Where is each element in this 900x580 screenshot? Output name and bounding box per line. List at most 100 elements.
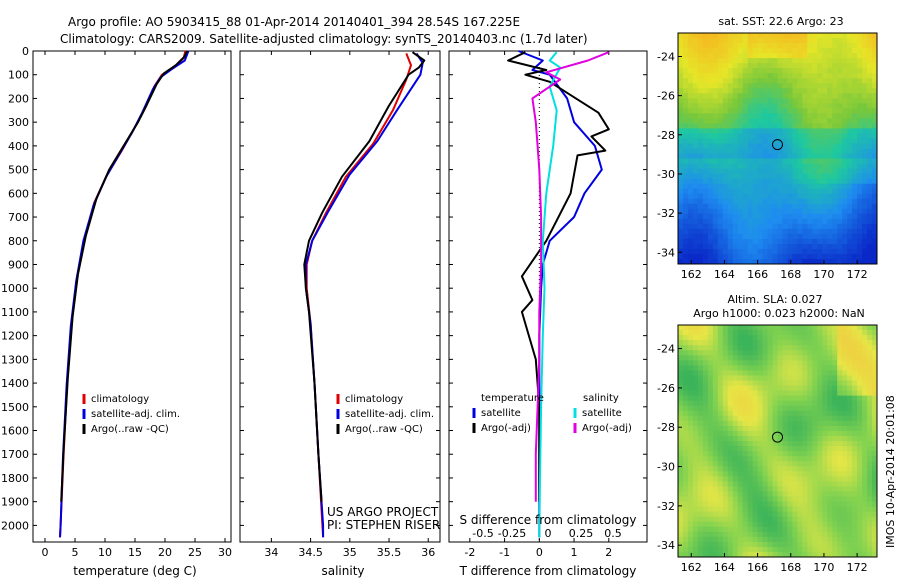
sla_map-cell (827, 435, 833, 442)
sst_map-cell (687, 143, 694, 150)
sst_map-cell (867, 178, 873, 185)
sst_map-cell (682, 193, 689, 200)
sla_map-xtick-label: 172 (847, 561, 868, 574)
sst_map-cell (707, 193, 714, 200)
sst_map-cell (857, 33, 863, 39)
sla_map-cell (722, 541, 729, 548)
sst_map-cell (742, 53, 749, 59)
sst_map-cell (852, 188, 858, 195)
sla_map-cell (687, 451, 694, 457)
sst_map-cell (862, 33, 868, 39)
sla_map-cell (802, 521, 808, 528)
sst_map-cell (782, 53, 789, 59)
sla_map-cell (692, 536, 699, 543)
sla_map-cell (862, 496, 868, 503)
sla_map-cell (678, 325, 684, 331)
sla_map-cell (722, 516, 729, 523)
sst_map-cell (772, 138, 779, 145)
sla_map-cell (712, 526, 719, 533)
sst_map-cell (697, 128, 704, 135)
sla_map-cell (737, 536, 744, 543)
sst_map-cell (692, 83, 699, 89)
sst_map-cell (872, 78, 877, 84)
sst_map-cell (857, 213, 863, 220)
sst_map-cell (837, 133, 843, 140)
sst_map-cell (767, 88, 774, 94)
sst_map-cell (697, 53, 704, 59)
sst_map-cell (787, 198, 794, 205)
sst_map-cell (687, 258, 694, 264)
sst_map-cell (767, 168, 774, 175)
sla_map-cell (872, 425, 877, 432)
sst_map-cell (692, 218, 699, 225)
sst_map-cell (732, 73, 739, 79)
sla_map-cell (757, 325, 764, 331)
sla_map-cell (827, 541, 833, 548)
salinity-xtick-label: 34 (264, 546, 278, 559)
sst_map-cell (722, 118, 729, 124)
sst_map-cell (807, 208, 813, 215)
sst_map-cell (732, 113, 739, 119)
sst_map-cell (732, 228, 739, 235)
sst_map-cell (872, 143, 877, 150)
sla_map-cell (692, 461, 699, 467)
sla_map-cell (737, 531, 744, 538)
sst_map-cell (777, 43, 784, 49)
sla_map-cell (847, 536, 853, 543)
sst_map-cell (722, 58, 729, 64)
sst_map-cell (772, 73, 779, 79)
sla_map-cell (827, 350, 833, 356)
sst_map-cell (747, 248, 754, 255)
sla_map-cell (737, 466, 744, 472)
sst_map-cell (872, 68, 877, 74)
sst_map-cell (777, 163, 784, 170)
sla_map-cell (872, 410, 877, 417)
sla_map-cell (762, 551, 769, 557)
sla_map-cell (787, 425, 794, 432)
sla_map-cell (787, 441, 794, 447)
sst_map-cell (762, 73, 769, 79)
sla_map-cell (722, 546, 729, 553)
sst_map-cell (762, 43, 769, 49)
sst_map-cell (797, 198, 803, 205)
sst_map-cell (752, 183, 759, 190)
sla_map-cell (852, 345, 858, 351)
sst_map-cell (712, 133, 719, 140)
sst_map-cell (832, 128, 838, 135)
sla_map-cell (792, 496, 798, 503)
sla_map-cell (802, 501, 808, 508)
sst_map-cell (737, 208, 744, 215)
sla_map-cell (692, 546, 699, 553)
sla_map-cell (852, 430, 858, 437)
sst_map-cell (787, 68, 794, 74)
sst_map-cell (867, 53, 873, 59)
sla_map-cell (812, 496, 818, 503)
sla_map-cell (782, 350, 789, 356)
sla_map-cell (777, 425, 784, 432)
sst_map-cell (792, 208, 798, 215)
sla_map-cell (697, 496, 704, 503)
sst_map-cell (697, 133, 704, 140)
sla_map-cell (692, 481, 699, 487)
sst_map-cell (867, 183, 873, 190)
sst_map-cell (678, 53, 684, 59)
sla_map-cell (872, 345, 877, 351)
sst_map-cell (822, 173, 828, 180)
sst_map-cell (757, 168, 764, 175)
sst_map-cell (757, 148, 764, 155)
sla_map-cell (787, 435, 794, 442)
sst_map-cell (782, 33, 789, 39)
sst_map-cell (742, 223, 749, 230)
sla_map-cell (862, 375, 868, 382)
sst_map-cell (682, 243, 689, 250)
sst_map-cell (822, 78, 828, 84)
sla_map-cell (727, 325, 734, 331)
sst_map-cell (832, 53, 838, 59)
sla_map-cell (862, 410, 868, 417)
sst_map-cell (842, 173, 848, 180)
sla_map-cell (862, 516, 868, 523)
sst_map-cell (697, 248, 704, 255)
sla_map-cell (678, 521, 684, 528)
sla_map-cell (847, 400, 853, 407)
